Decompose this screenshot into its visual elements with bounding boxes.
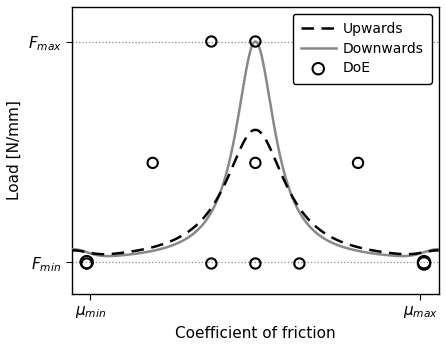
Downwards bbox=[425, 249, 431, 253]
Upwards bbox=[426, 249, 431, 253]
DoE bbox=[421, 259, 428, 265]
Downwards bbox=[248, 48, 253, 53]
DoE bbox=[421, 261, 428, 266]
DoE bbox=[83, 261, 90, 266]
DoE bbox=[252, 261, 259, 266]
Downwards bbox=[359, 250, 364, 254]
Upwards bbox=[88, 251, 93, 255]
Line: Upwards: Upwards bbox=[72, 130, 439, 254]
Upwards bbox=[69, 248, 74, 253]
Downwards bbox=[105, 254, 111, 258]
Upwards bbox=[252, 128, 257, 132]
Upwards bbox=[101, 252, 107, 256]
Upwards bbox=[425, 249, 431, 253]
Downwards bbox=[69, 247, 74, 251]
DoE bbox=[252, 39, 259, 44]
Downwards bbox=[426, 249, 431, 253]
DoE bbox=[355, 160, 362, 166]
Upwards bbox=[248, 130, 253, 134]
Line: Downwards: Downwards bbox=[72, 41, 439, 256]
Upwards bbox=[436, 248, 442, 253]
DoE bbox=[208, 39, 215, 44]
Downwards bbox=[252, 39, 258, 44]
DoE bbox=[252, 160, 259, 166]
Downwards bbox=[88, 252, 93, 256]
Upwards bbox=[359, 246, 364, 250]
DoE bbox=[208, 261, 215, 266]
Y-axis label: Load [N/mm]: Load [N/mm] bbox=[7, 101, 22, 200]
Downwards bbox=[436, 247, 442, 251]
Downwards bbox=[238, 100, 244, 104]
X-axis label: Coefficient of friction: Coefficient of friction bbox=[175, 326, 336, 341]
Legend: Upwards, Downwards, DoE: Upwards, Downwards, DoE bbox=[293, 14, 432, 84]
DoE bbox=[83, 259, 90, 265]
DoE bbox=[149, 160, 156, 166]
DoE bbox=[296, 39, 303, 44]
Upwards bbox=[238, 146, 244, 150]
DoE bbox=[296, 261, 303, 266]
